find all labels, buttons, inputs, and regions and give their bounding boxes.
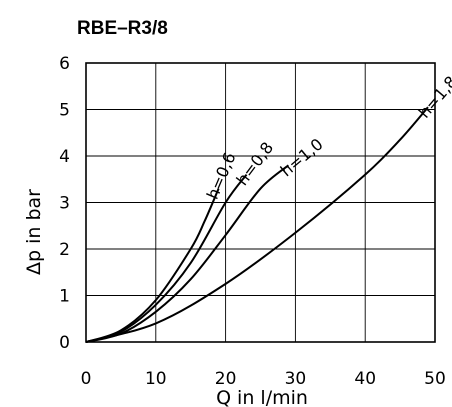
y-tick-label: 1 (59, 287, 70, 307)
x-tick-label: 40 (354, 369, 376, 389)
x-tick-label: 10 (145, 369, 167, 389)
curve-1 (85, 188, 220, 343)
y-tick-label: 6 (59, 54, 70, 74)
x-tick-label: 0 (81, 369, 92, 389)
tick-labels: 0 10 20 30 40 50 0 1 2 3 4 5 6 (59, 54, 446, 389)
y-tick-label: 4 (59, 147, 70, 167)
y-axis-label: Δp in bar (23, 189, 45, 275)
curve-labels: h=0,6h=0,8 h=1,0h=1,8 (203, 72, 452, 202)
x-tick-label: 20 (215, 369, 237, 389)
chart-title: RBE–R3/8 (77, 18, 168, 39)
x-tick-label: 50 (424, 369, 446, 389)
curve-2 (85, 173, 248, 343)
curves (85, 106, 429, 343)
plot-frame (85, 62, 436, 343)
curve-label: h=0,8 (233, 138, 278, 189)
y-tick-label: 3 (59, 194, 70, 214)
y-tick-label: 0 (59, 333, 70, 353)
grid (86, 63, 435, 342)
x-axis-label: Q in l/min (216, 387, 308, 407)
curve-label: h=1,0 (277, 134, 327, 180)
curve-4 (85, 106, 429, 343)
y-tick-label: 2 (59, 240, 70, 260)
y-tick-label: 5 (59, 101, 70, 121)
curve-label: h=1,8 (415, 72, 452, 122)
x-tick-label: 30 (285, 369, 307, 389)
